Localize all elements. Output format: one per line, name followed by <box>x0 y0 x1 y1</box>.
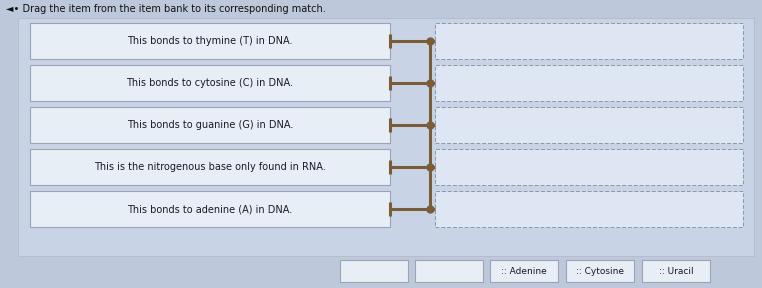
Text: :: Cytosine: :: Cytosine <box>576 266 624 276</box>
FancyBboxPatch shape <box>18 18 754 256</box>
Text: This bonds to adenine (A) in DNA.: This bonds to adenine (A) in DNA. <box>127 204 293 214</box>
FancyBboxPatch shape <box>30 23 390 59</box>
FancyBboxPatch shape <box>435 107 743 143</box>
FancyBboxPatch shape <box>30 149 390 185</box>
Text: :: Uracil: :: Uracil <box>658 266 693 276</box>
FancyBboxPatch shape <box>340 260 408 282</box>
FancyBboxPatch shape <box>566 260 634 282</box>
Text: ◄• Drag the item from the item bank to its corresponding match.: ◄• Drag the item from the item bank to i… <box>6 4 325 14</box>
FancyBboxPatch shape <box>490 260 558 282</box>
FancyBboxPatch shape <box>415 260 483 282</box>
FancyBboxPatch shape <box>435 23 743 59</box>
FancyBboxPatch shape <box>435 65 743 101</box>
FancyBboxPatch shape <box>435 191 743 227</box>
Text: :: Adenine: :: Adenine <box>501 266 547 276</box>
Text: This bonds to guanine (G) in DNA.: This bonds to guanine (G) in DNA. <box>126 120 293 130</box>
Text: This bonds to thymine (T) in DNA.: This bonds to thymine (T) in DNA. <box>127 36 293 46</box>
FancyBboxPatch shape <box>642 260 710 282</box>
Text: This is the nitrogenous base only found in RNA.: This is the nitrogenous base only found … <box>94 162 326 172</box>
FancyBboxPatch shape <box>435 149 743 185</box>
FancyBboxPatch shape <box>30 107 390 143</box>
FancyBboxPatch shape <box>30 191 390 227</box>
FancyBboxPatch shape <box>30 65 390 101</box>
Text: This bonds to cytosine (C) in DNA.: This bonds to cytosine (C) in DNA. <box>126 78 293 88</box>
